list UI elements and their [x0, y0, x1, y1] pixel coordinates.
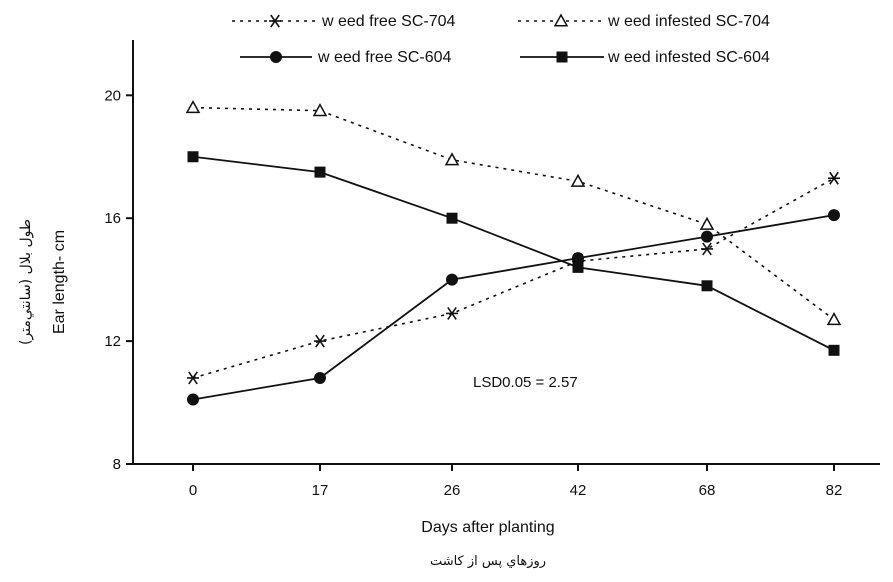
data-point: [314, 334, 326, 348]
x-axis-title: Days after planting: [421, 519, 554, 536]
legend-item: w eed infested SC-704: [518, 13, 770, 30]
series-line: [192, 177, 835, 379]
x-tick-label: 0: [189, 482, 197, 499]
series-4: [187, 151, 840, 356]
legend-label: w eed free SC-604: [317, 49, 452, 66]
data-point: [185, 100, 201, 114]
legend-marker: [556, 51, 568, 63]
legend-item: w eed free SC-704: [232, 13, 456, 30]
y-tick-label: 16: [104, 210, 121, 227]
x-tick-label: 68: [699, 482, 716, 499]
data-point: [187, 151, 199, 163]
legend-label: w eed free SC-704: [321, 13, 456, 30]
legend-item: w eed free SC-604: [240, 49, 452, 66]
x-tick-label: 17: [312, 482, 329, 499]
data-point: [187, 371, 199, 385]
data-point: [312, 103, 328, 117]
data-point: [444, 152, 460, 166]
series-line: [192, 106, 835, 321]
legend-label: w eed infested SC-604: [607, 49, 770, 66]
y-tick-label: 20: [104, 87, 121, 104]
series-line: [192, 155, 835, 352]
y-axis-title: Ear length- cm: [51, 230, 68, 334]
data-point: [828, 209, 840, 222]
x-tick-label: 26: [444, 482, 461, 499]
y-tick-label: 8: [113, 456, 121, 473]
data-point: [446, 212, 458, 224]
legend-marker: [269, 14, 281, 28]
legend-marker: [553, 13, 569, 27]
data-point: [826, 312, 842, 326]
data-point: [572, 252, 584, 265]
x-tick-label: 42: [570, 482, 587, 499]
data-point: [701, 280, 713, 292]
legend-label: w eed infested SC-704: [607, 13, 770, 30]
data-point: [570, 173, 586, 187]
lsd-annotation: LSD0.05 = 2.57: [473, 374, 578, 391]
series-1: [187, 171, 840, 385]
data-point: [701, 230, 713, 243]
data-point: [699, 216, 715, 230]
series-line: [192, 214, 835, 401]
data-point: [314, 166, 326, 178]
axes: 8 12 16 20 0 17 26 42 68 82: [104, 40, 880, 499]
data-point: [187, 393, 199, 406]
series-layer: [185, 100, 842, 406]
data-point: [446, 306, 458, 320]
data-point: [314, 371, 326, 384]
x-axis-title-secondary: روزهاي پس از کاشت: [430, 554, 546, 569]
y-tick-label: 12: [104, 333, 121, 350]
data-point: [446, 273, 458, 286]
data-point: [572, 261, 584, 273]
data-point: [828, 171, 840, 185]
legend: w eed free SC-704 w eed infested SC-704 w …: [232, 13, 770, 66]
y-axis-title-secondary: طول بلال (سانتي‌متر): [18, 219, 34, 345]
legend-marker: [270, 51, 282, 63]
data-point: [701, 242, 713, 256]
legend-item: w eed infested SC-604: [520, 49, 770, 66]
series-2: [185, 100, 842, 326]
data-point: [828, 344, 840, 356]
series-3: [187, 209, 840, 406]
x-tick-label: 82: [826, 482, 843, 499]
